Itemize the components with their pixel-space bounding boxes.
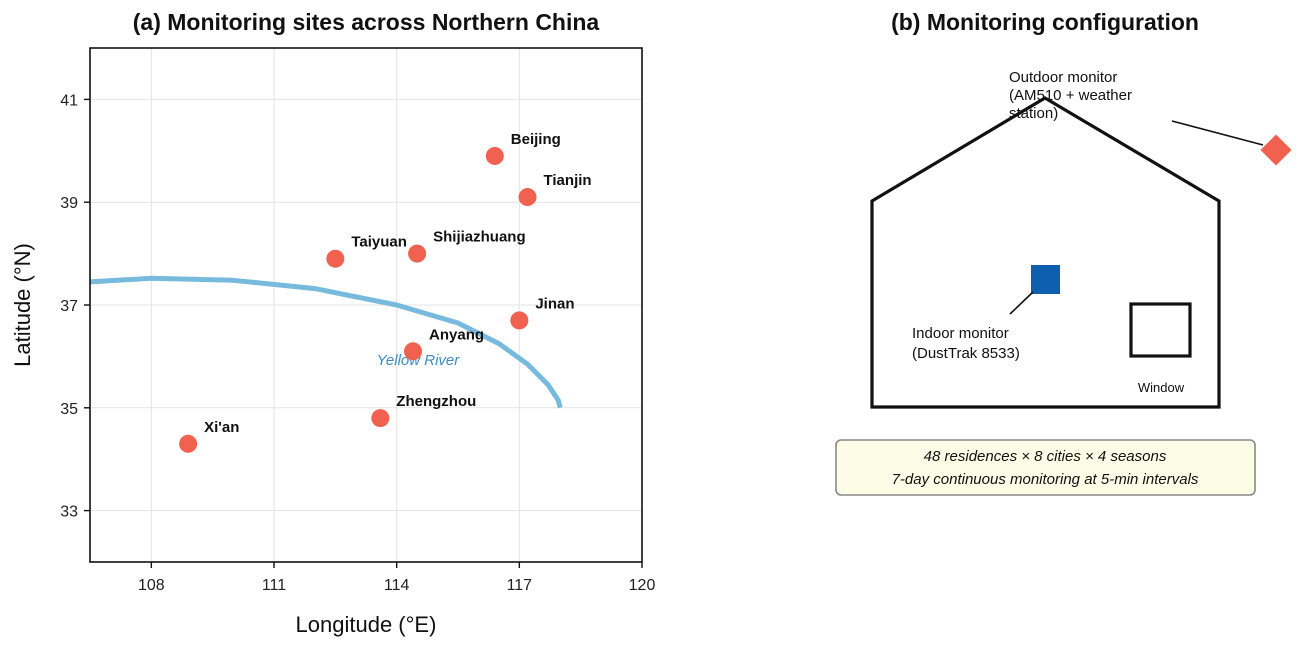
x-tick-label: 111 bbox=[262, 577, 286, 594]
indoor-monitor-label: Indoor monitor (DustTrak 8533) bbox=[912, 325, 1020, 362]
y-axis-label: Latitude (°N) bbox=[10, 243, 35, 367]
site-marker bbox=[518, 188, 537, 207]
indoor-label-line-2: (DustTrak 8533) bbox=[912, 345, 1020, 362]
window-box bbox=[1129, 302, 1192, 358]
y-tick-label: 35 bbox=[60, 401, 78, 418]
site-label: Shijiazhuang bbox=[433, 229, 526, 246]
site-marker bbox=[179, 434, 198, 453]
outdoor-leader-line bbox=[1171, 120, 1264, 146]
outdoor-label-line-1: Outdoor monitor bbox=[1009, 69, 1117, 86]
indoor-leader-line bbox=[1009, 291, 1034, 315]
site-label: Xi'an bbox=[204, 419, 239, 436]
site-label: Zhengzhou bbox=[396, 393, 476, 410]
site-label: Beijing bbox=[511, 131, 561, 148]
site-marker bbox=[404, 342, 423, 361]
indoor-monitor-marker bbox=[1031, 265, 1060, 294]
indoor-label-line-1: Indoor monitor bbox=[912, 325, 1009, 342]
outdoor-monitor-marker bbox=[1260, 134, 1292, 166]
outdoor-monitor-label: Outdoor monitor (AM510 + weather station… bbox=[1009, 69, 1136, 122]
x-tick-label: 114 bbox=[384, 577, 410, 594]
outdoor-label-line-3: station) bbox=[1009, 105, 1058, 122]
site-marker bbox=[510, 311, 529, 330]
site-label: Jinan bbox=[535, 295, 574, 312]
house-outline bbox=[870, 96, 1221, 409]
summary-line-2: 7-day continuous monitoring at 5-min int… bbox=[892, 471, 1199, 488]
window-label: Window bbox=[1138, 380, 1185, 395]
x-tick-label: 117 bbox=[507, 577, 533, 594]
site-marker bbox=[371, 409, 390, 428]
outdoor-label-line-2: (AM510 + weather bbox=[1009, 87, 1132, 104]
axis-ticks: 108 111 114 117 120 33 35 37 39 41 bbox=[60, 92, 655, 594]
site-marker bbox=[326, 249, 345, 268]
river-label: Yellow River bbox=[377, 352, 461, 369]
site-label: Anyang bbox=[429, 326, 484, 343]
yellow-river-line bbox=[89, 275, 563, 409]
y-tick-label: 39 bbox=[60, 195, 78, 212]
x-axis-label: Longitude (°E) bbox=[296, 612, 437, 637]
y-tick-label: 33 bbox=[60, 504, 78, 521]
site-marker bbox=[408, 244, 427, 263]
site-markers: Beijing Tianjin Shijiazhuang Taiyuan Jinan An… bbox=[179, 131, 592, 453]
site-label: Tianjin bbox=[544, 172, 592, 189]
y-tick-label: 41 bbox=[60, 92, 78, 109]
y-tick-label: 37 bbox=[60, 298, 78, 315]
x-tick-label: 120 bbox=[629, 577, 656, 594]
summary-box bbox=[835, 439, 1256, 496]
panel-a-title: (a) Monitoring sites across Northern Chi… bbox=[133, 9, 600, 35]
site-label: Taiyuan bbox=[351, 234, 407, 251]
summary-line-1: 48 residences × 8 cities × 4 seasons bbox=[924, 448, 1167, 465]
x-tick-label: 108 bbox=[138, 577, 165, 594]
site-marker bbox=[485, 146, 504, 165]
panel-b-title: (b) Monitoring configuration bbox=[891, 9, 1199, 35]
